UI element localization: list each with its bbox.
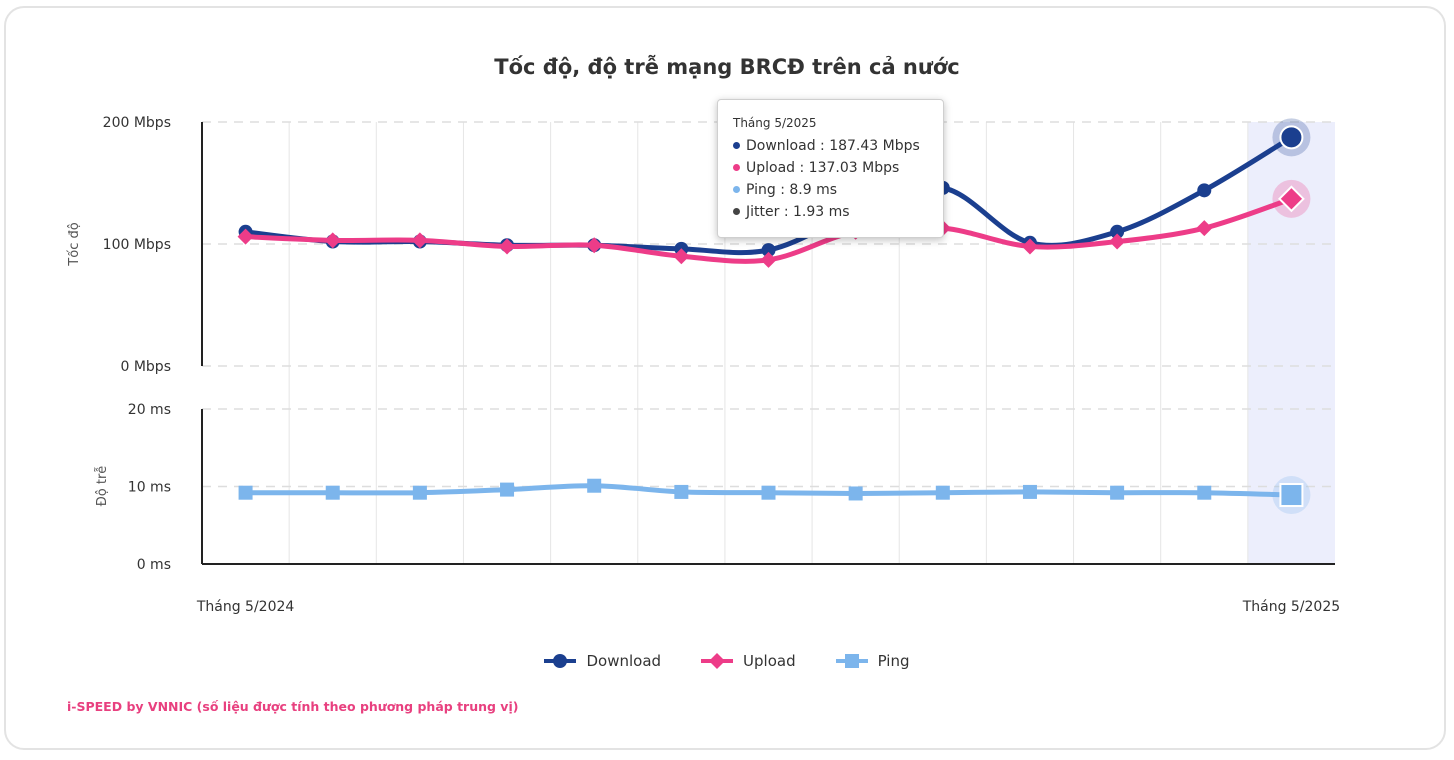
chart-tooltip: Tháng 5/2025 Download : 187.43 Mbps Uplo… [717,99,944,238]
upload-line-icon [701,653,734,669]
download-point [761,243,776,258]
upload-point [673,248,690,265]
ping-point [674,484,689,499]
upload-point [1196,220,1213,237]
ping-point [412,485,427,500]
x-tick-label-end: Tháng 5/2025 [1242,599,1340,615]
speed-axis-title: Tốc độ [67,222,82,266]
ping-dot-icon [733,186,740,193]
latency-axis-title: Độ trễ [95,466,110,507]
ping-point [500,482,515,497]
jitter-dot-icon [733,208,740,215]
tooltip-upload-text: Upload : 137.03 Mbps [746,160,900,176]
tooltip-ping-text: Ping : 8.9 ms [746,182,838,198]
upload-point [1278,185,1305,213]
tooltip-row-ping: Ping : 8.9 ms [733,179,943,201]
download-point [1197,183,1212,198]
legend-download-label: Download [586,652,662,670]
speed-tick-label: 100 Mbps [103,237,171,253]
chart-title: Tốc độ, độ trễ mạng BRCĐ trên cả nước [494,55,960,79]
tooltip-header: Tháng 5/2025 [733,116,817,130]
ping-point [587,478,602,493]
download-point [1279,125,1304,150]
ping-point [761,485,776,500]
tooltip-row-download: Download : 187.43 Mbps [733,135,943,157]
latency-tick-label: 0 ms [137,557,171,573]
tooltip-row-upload: Upload : 137.03 Mbps [733,157,943,179]
legend-item-ping[interactable]: Ping [835,652,910,670]
tooltip-download-text: Download : 187.43 Mbps [746,138,920,154]
upload-point [586,237,603,254]
upload-point [237,228,254,245]
speed-tick-label: 200 Mbps [103,115,171,131]
tooltip-row-jitter: Jitter : 1.93 ms [733,201,943,223]
upload-point [324,232,341,249]
ping-point [1279,483,1304,508]
ping-point [935,485,950,500]
ping-point [1197,485,1212,500]
ping-line-icon [835,654,868,668]
download-point [1110,224,1125,239]
footnote: i-SPEED by VNNIC (số liệu được tính theo… [67,699,519,714]
ping-point [848,486,863,501]
ping-point [1110,485,1125,500]
ping-point [238,485,253,500]
ping-point [325,485,340,500]
latency-tick-label: 20 ms [128,402,171,418]
chart-legend: Download Upload Ping [0,652,1454,670]
legend-upload-label: Upload [743,652,796,670]
tooltip-jitter-text: Jitter : 1.93 ms [746,204,850,220]
download-dot-icon [733,142,740,149]
ping-point [1022,484,1037,499]
legend-item-download[interactable]: Download [544,652,661,670]
legend-ping-label: Ping [877,652,910,670]
legend-item-upload[interactable]: Upload [701,652,796,670]
upload-point [1109,233,1126,250]
upload-point [760,251,777,268]
upload-point [411,232,428,249]
upload-point [1021,238,1038,255]
upload-dot-icon [733,164,740,171]
x-tick-label-start: Tháng 5/2024 [196,599,295,615]
speed-tick-label: 0 Mbps [120,359,171,375]
download-line-icon [544,654,577,668]
latency-tick-label: 10 ms [128,480,171,496]
upload-point [499,238,516,255]
